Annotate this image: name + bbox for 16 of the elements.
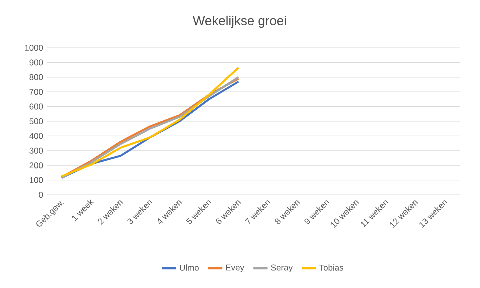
- y-tick-label: 800: [30, 74, 44, 80]
- y-tick-label: 500: [30, 118, 44, 124]
- legend-label: Tobias: [320, 264, 344, 271]
- y-tick-label: 300: [30, 148, 44, 154]
- y-tick-label: 700: [30, 89, 44, 96]
- y-tick-label: 0: [39, 192, 44, 198]
- legend-label: Evey: [226, 264, 244, 272]
- legend-label: Seray: [271, 264, 293, 272]
- y-tick-label: 1000: [25, 45, 44, 51]
- y-tick-label: 100: [30, 177, 44, 184]
- legend-label: Ulmo: [180, 264, 199, 271]
- chart-title: Wekelijkse groei: [193, 16, 286, 28]
- y-tick-label: 600: [30, 104, 44, 110]
- y-tick-label: 400: [30, 133, 44, 140]
- y-tick-label: 200: [30, 162, 44, 169]
- y-tick-label: 900: [30, 60, 44, 66]
